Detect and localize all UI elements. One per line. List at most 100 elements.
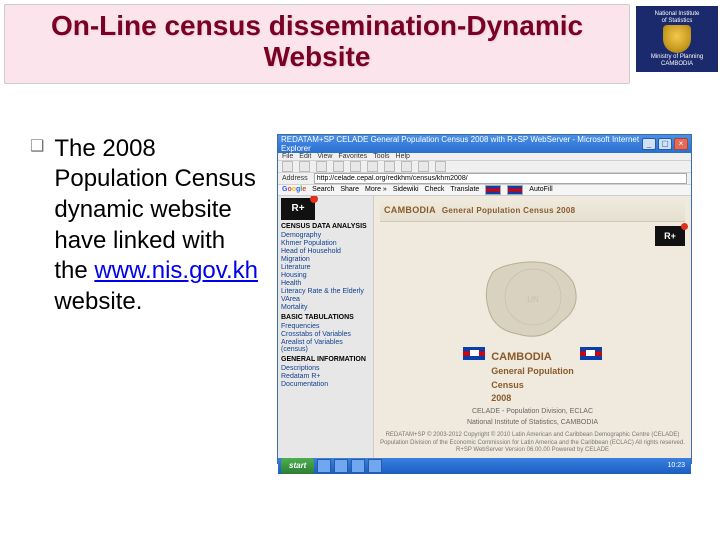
stop-icon[interactable] — [316, 161, 327, 172]
taskbar-item[interactable] — [351, 459, 365, 473]
sidebar-link[interactable]: Head of Household — [281, 248, 370, 255]
svg-text:UN: UN — [527, 295, 539, 304]
address-label: Address — [282, 175, 308, 182]
badge-line: Ministry of Planning — [651, 54, 703, 60]
cambodia-flag-icon — [580, 347, 602, 360]
slide-title: On-Line census dissemination-Dynamic Web… — [15, 11, 619, 73]
sidebar-link[interactable]: Mortality — [281, 304, 370, 311]
gbar-item[interactable]: Translate — [450, 186, 479, 193]
taskbar-item[interactable] — [334, 459, 348, 473]
gbar-item[interactable]: Search — [312, 186, 334, 193]
bullet-marker: ❑ — [30, 137, 44, 464]
windows-taskbar: start 10:23 — [278, 458, 691, 474]
menu-item[interactable]: Tools — [373, 153, 389, 160]
google-toolbar: Google Search Share More » Sidewiki Chec… — [278, 185, 691, 196]
close-button[interactable]: × — [674, 138, 688, 150]
toolbar — [278, 161, 691, 173]
sidebar-link[interactable]: Migration — [281, 256, 370, 263]
print-icon[interactable] — [435, 161, 446, 172]
page-main: CAMBODIA General Population Census 2008 … — [374, 196, 691, 458]
bullet-text: The 2008 Population Census dynamic websi… — [54, 134, 265, 464]
sidebar-link[interactable]: Descriptions — [281, 365, 370, 372]
start-button[interactable]: start — [281, 458, 314, 474]
address-bar: Address — [278, 173, 691, 185]
gbar-item[interactable]: More » — [365, 186, 387, 193]
google-logo-icon: Google — [282, 186, 306, 193]
banner-l1: CAMBODIA — [384, 205, 436, 215]
main-title-l2: General Population — [491, 367, 574, 377]
history-icon[interactable] — [401, 161, 412, 172]
subtitle-1: CELADE - Population Division, ECLAC — [380, 408, 685, 415]
sidebar-link[interactable]: Housing — [281, 272, 370, 279]
flag-icon — [507, 185, 523, 195]
menu-item[interactable]: Help — [396, 153, 410, 160]
taskbar-item[interactable] — [317, 459, 331, 473]
sidebar-link[interactable]: Literacy Rate & the Elderly — [281, 288, 370, 295]
browser-screenshot: REDATAM+SP CELADE General Population Cen… — [277, 134, 692, 464]
minimize-button[interactable]: _ — [642, 138, 656, 150]
badge-line: of Statistics — [662, 18, 693, 24]
menu-item[interactable]: File — [282, 153, 293, 160]
menu-item[interactable]: View — [317, 153, 332, 160]
sidebar-link[interactable]: Frequencies — [281, 323, 370, 330]
home-icon[interactable] — [350, 161, 361, 172]
page-banner: CAMBODIA General Population Census 2008 — [380, 200, 685, 222]
badge-line: CAMBODIA — [661, 61, 693, 67]
forward-icon[interactable] — [299, 161, 310, 172]
nis-link[interactable]: www.nis.gov.kh — [94, 257, 258, 284]
main-title-l1: CAMBODIA — [491, 351, 574, 363]
institute-badge: National Institute of Statistics Ministr… — [636, 6, 718, 72]
taskbar-item[interactable] — [368, 459, 382, 473]
badge-line: National Institute — [655, 11, 700, 17]
title-band: On-Line census dissemination-Dynamic Web… — [4, 4, 630, 84]
flag-row: CAMBODIA General Population Census 2008 — [380, 347, 685, 405]
flag-icon — [485, 185, 501, 195]
redatam-logo-icon: R+ — [655, 226, 685, 246]
bullet-post: website. — [54, 288, 142, 315]
footer-text: REDATAM+SP © 2003-2012 Copyright © 2010 … — [380, 432, 685, 454]
sidebar-link[interactable]: VArea — [281, 296, 370, 303]
sidebar-heading: CENSUS DATA ANALYSIS — [281, 223, 370, 230]
sidebar-heading: BASIC TABULATIONS — [281, 314, 370, 321]
main-title-l4: 2008 — [491, 394, 574, 404]
sidebar-heading: GENERAL INFORMATION — [281, 356, 370, 363]
bullet-block: ❑ The 2008 Population Census dynamic web… — [30, 134, 265, 464]
main-title-l3: Census — [491, 381, 574, 391]
subtitle-2: National Institute of Statistics, CAMBOD… — [380, 419, 685, 426]
banner-l2: General Population Census 2008 — [442, 206, 575, 215]
sidebar-link[interactable]: Khmer Population — [281, 240, 370, 247]
sidebar-link[interactable]: Documentation — [281, 381, 370, 388]
back-icon[interactable] — [282, 161, 293, 172]
address-input[interactable] — [314, 173, 687, 184]
sidebar-link[interactable]: Arealist of Variables (census) — [281, 339, 370, 353]
maximize-button[interactable]: ▢ — [658, 138, 672, 150]
content-row: ❑ The 2008 Population Census dynamic web… — [0, 84, 720, 464]
gbar-item[interactable]: Share — [340, 186, 359, 193]
menu-item[interactable]: Favorites — [338, 153, 367, 160]
gbar-item[interactable]: Sidewiki — [393, 186, 419, 193]
favorites-icon[interactable] — [384, 161, 395, 172]
window-title: REDATAM+SP CELADE General Population Cen… — [281, 135, 642, 153]
sidebar-link[interactable]: Demography — [281, 232, 370, 239]
refresh-icon[interactable] — [333, 161, 344, 172]
cambodia-flag-icon — [463, 347, 485, 360]
sidebar-link[interactable]: Literature — [281, 264, 370, 271]
redatam-logo-icon: R+ — [281, 198, 315, 220]
search-icon[interactable] — [367, 161, 378, 172]
page-sidebar: R+ CENSUS DATA ANALYSIS DemographyKhmer P… — [278, 196, 374, 458]
mail-icon[interactable] — [418, 161, 429, 172]
crest-icon — [663, 25, 691, 53]
window-buttons: _ ▢ × — [642, 138, 688, 150]
taskbar-clock: 10:23 — [667, 462, 688, 469]
cambodia-map-icon: UN — [473, 252, 593, 347]
menu-bar: File Edit View Favorites Tools Help — [278, 153, 691, 161]
map-block: UN — [380, 252, 685, 347]
sidebar-link[interactable]: Crosstabs of Variables — [281, 331, 370, 338]
menu-item[interactable]: Edit — [299, 153, 311, 160]
sidebar-list: CENSUS DATA ANALYSIS DemographyKhmer Popu… — [281, 223, 370, 388]
window-titlebar: REDATAM+SP CELADE General Population Cen… — [278, 135, 691, 153]
sidebar-link[interactable]: Health — [281, 280, 370, 287]
gbar-item[interactable]: Check — [425, 186, 445, 193]
sidebar-link[interactable]: Redatam R+ — [281, 373, 370, 380]
gbar-item[interactable]: AutoFill — [529, 186, 552, 193]
